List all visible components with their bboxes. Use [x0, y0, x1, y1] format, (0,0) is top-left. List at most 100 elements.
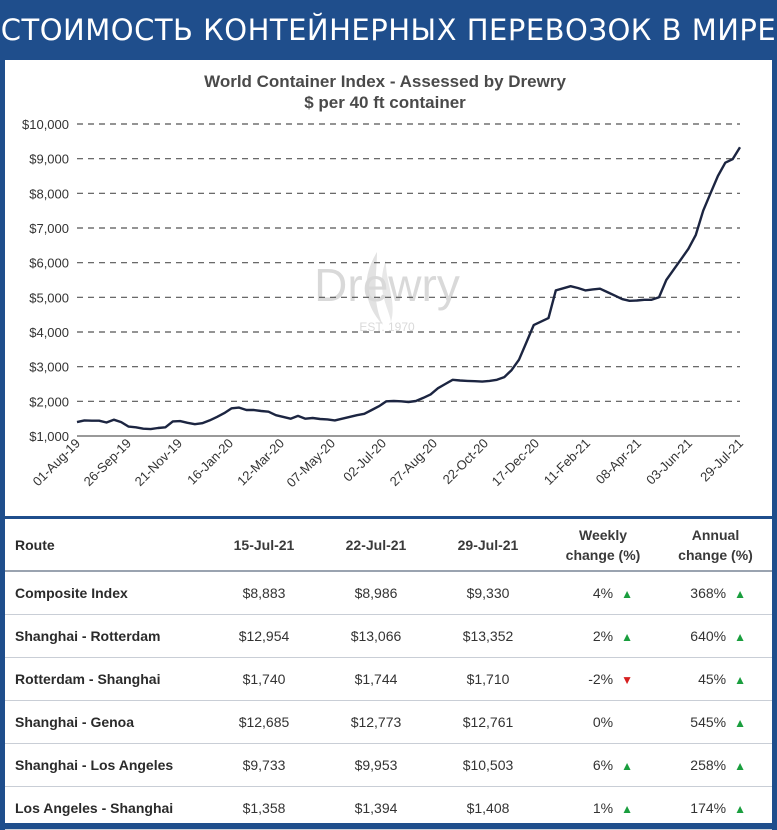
table-header-row: Route 15-Jul-21 22-Jul-21 29-Jul-21 Week…	[5, 519, 772, 572]
y-axis: $1,000 $2,000 $3,000 $4,000 $5,000 $6,000 $7,0…	[22, 117, 69, 444]
table-row: Los Angeles - Shanghai $1,358 $1,394 $1,408…	[5, 786, 772, 830]
col-annual-change-label: Annual change (%)	[678, 526, 753, 563]
price-15-jul-cell-value: $8,883	[242, 585, 286, 601]
route-cell: Shanghai - Los Angeles	[5, 743, 205, 787]
price-29-jul-cell-value: $1,408	[466, 800, 510, 816]
line-chart: Drewry EST. 1970 World Container Index -…	[22, 72, 747, 491]
price-29-jul-cell-value: $13,352	[462, 628, 514, 644]
annual-change-cell: 174% ▲	[659, 786, 772, 830]
route-cell-value: Composite Index	[15, 585, 128, 601]
y-tick-label: $3,000	[29, 360, 69, 375]
up-arrow-icon: ▲	[734, 716, 746, 730]
watermark-est: EST. 1970	[359, 320, 415, 334]
weekly-change-cell-value: 2%	[592, 628, 614, 644]
annual-change-cell: 258% ▲	[659, 743, 772, 787]
price-22-jul-cell-value: $13,066	[350, 628, 402, 644]
up-arrow-icon: ▲	[734, 673, 746, 687]
y-tick-label: $7,000	[29, 221, 69, 236]
x-tick-label: 07-May-20	[284, 436, 339, 491]
x-tick-label: 22-Oct-20	[440, 436, 491, 487]
route-cell-value: Shanghai - Rotterdam	[15, 628, 161, 644]
price-22-jul-cell-value: $12,773	[350, 714, 402, 730]
weekly-change-cell-value: -2%	[588, 671, 614, 687]
price-22-jul-cell-value: $1,744	[354, 671, 398, 687]
up-arrow-icon: ▲	[734, 802, 746, 816]
price-22-jul-cell: $8,986	[323, 571, 429, 615]
x-tick-label: 26-Sep-19	[81, 436, 135, 490]
x-tick-label: 08-Apr-21	[593, 436, 644, 487]
x-axis: 01-Aug-1926-Sep-1921-Nov-1916-Jan-2012-M…	[30, 436, 747, 491]
col-annual-change: Annual change (%)	[659, 519, 772, 572]
chart-subtitle: $ per 40 ft container	[304, 93, 466, 112]
route-cell-value: Shanghai - Genoa	[15, 714, 135, 730]
price-15-jul-cell-value: $1,740	[242, 671, 286, 687]
weekly-change-cell-value: 4%	[592, 585, 614, 601]
price-15-jul-cell: $8,883	[205, 571, 323, 615]
col-route: Route	[5, 519, 205, 572]
up-arrow-icon: ▲	[621, 630, 633, 644]
y-tick-label: $5,000	[29, 290, 69, 305]
chart-panel: Drewry EST. 1970 World Container Index -…	[5, 60, 772, 516]
weekly-change-cell: 2% ▲	[547, 614, 659, 658]
route-cell: Shanghai - Rotterdam	[5, 614, 205, 658]
weekly-change-cell-value: 6%	[592, 757, 614, 773]
price-15-jul-cell-value: $1,358	[242, 800, 286, 816]
annual-change-cell-value: 545%	[690, 714, 727, 730]
page-banner: СТОИМОСТЬ КОНТЕЙНЕРНЫХ ПЕРЕВОЗОК В МИРЕ	[0, 0, 777, 60]
route-cell-value: Shanghai - Los Angeles	[15, 757, 174, 773]
x-tick-label: 16-Jan-20	[184, 436, 236, 488]
price-29-jul-cell: $1,710	[429, 657, 547, 701]
plot-area	[76, 146, 742, 431]
annual-change-cell-value: 174%	[690, 800, 727, 816]
up-arrow-icon: ▲	[734, 587, 746, 601]
table-row: Shanghai - Genoa$12,685$12,773$12,7610%▲…	[5, 700, 772, 744]
price-15-jul-cell: $12,685	[205, 700, 323, 744]
y-tick-label: $9,000	[29, 152, 69, 167]
x-tick-label: 21-Nov-19	[132, 436, 186, 490]
price-15-jul-cell-value: $9,733	[242, 757, 286, 773]
y-tick-label: $1,000	[29, 429, 69, 444]
down-arrow-icon: ▼	[621, 673, 633, 687]
price-29-jul-cell-value: $9,330	[466, 585, 510, 601]
price-22-jul-cell: $1,744	[323, 657, 429, 701]
route-cell: Composite Index	[5, 571, 205, 615]
up-arrow-icon: ▲	[621, 759, 633, 773]
annual-change-cell: 545% ▲	[659, 700, 772, 744]
chart-title: World Container Index - Assessed by Drew…	[204, 72, 566, 91]
weekly-change-cell-value: 1%	[592, 800, 614, 816]
y-tick-label: $2,000	[29, 394, 69, 409]
price-22-jul-cell: $12,773	[323, 700, 429, 744]
price-29-jul-cell-value: $10,503	[462, 757, 514, 773]
x-tick-label: 11-Feb-21	[541, 436, 593, 488]
x-tick-label: 03-Jun-21	[643, 436, 695, 488]
price-15-jul-cell: $1,358	[205, 786, 323, 830]
x-tick-label: 29-Jul-21	[697, 436, 746, 485]
y-tick-label: $8,000	[29, 186, 69, 201]
drewry-watermark: Drewry EST. 1970	[314, 252, 460, 334]
price-29-jul-cell-value: $12,761	[462, 714, 514, 730]
weekly-change-cell: -2% ▼	[547, 657, 659, 701]
price-22-jul-cell: $13,066	[323, 614, 429, 658]
col-15-jul: 15-Jul-21	[205, 519, 323, 572]
y-tick-label: $4,000	[29, 325, 69, 340]
x-tick-label: 12-Mar-20	[234, 436, 287, 489]
up-arrow-icon: ▲	[734, 759, 746, 773]
watermark-brand: Drewry	[314, 259, 460, 311]
price-22-jul-cell: $1,394	[323, 786, 429, 830]
col-weekly-change: Weekly change (%)	[547, 519, 659, 572]
price-22-jul-cell-value: $9,953	[354, 757, 398, 773]
col-weekly-change-label: Weekly change (%)	[565, 526, 641, 563]
flame-logo	[366, 252, 383, 325]
x-tick-label: 27-Aug-20	[387, 436, 441, 490]
price-29-jul-cell: $10,503	[429, 743, 547, 787]
price-29-jul-cell: $1,408	[429, 786, 547, 830]
price-22-jul-cell: $9,953	[323, 743, 429, 787]
up-arrow-icon: ▲	[621, 587, 633, 601]
col-29-jul: 29-Jul-21	[429, 519, 547, 572]
weekly-change-cell: 6% ▲	[547, 743, 659, 787]
gridlines	[77, 123, 740, 437]
price-29-jul-cell: $13,352	[429, 614, 547, 658]
annual-change-cell: 640% ▲	[659, 614, 772, 658]
table-row: Composite Index $8,883 $8,986 $9,330 4% ▲ 368%…	[5, 571, 772, 615]
route-cell: Rotterdam - Shanghai	[5, 657, 205, 701]
